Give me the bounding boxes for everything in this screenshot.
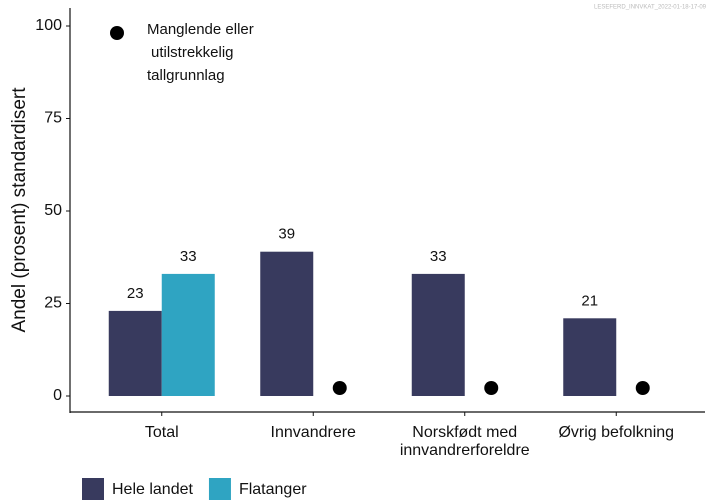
bar — [411, 273, 465, 396]
annotation: utilstrekkelig — [151, 44, 234, 61]
bar — [563, 318, 617, 396]
missing-legend-dot — [110, 26, 124, 40]
value-label: 23 — [127, 285, 144, 302]
x-tick-label: Innvandrere — [271, 424, 356, 441]
annotation: Manglende eller — [147, 21, 254, 38]
bar — [161, 273, 215, 396]
value-label: 21 — [581, 292, 598, 309]
value-label: 33 — [180, 248, 197, 265]
y-tick-label: 25 — [44, 295, 62, 312]
y-tick-label: 0 — [53, 387, 62, 404]
value-label: 39 — [278, 226, 295, 243]
x-tick-label: Øvrig befolkning — [558, 424, 674, 441]
y-tick-label: 100 — [35, 17, 62, 34]
legend-swatch — [82, 478, 104, 500]
missing-dot — [484, 381, 499, 395]
x-tick-label: Norskfødt med innvandrerforeldre — [400, 424, 530, 459]
missing-dot — [332, 381, 347, 395]
source: LESEFERD_INNVKAT_2022-01-18-17-09 — [594, 5, 707, 11]
bar — [260, 251, 314, 396]
y-tick-label: 50 — [44, 202, 62, 219]
annotation: tallgrunnlag — [147, 67, 225, 84]
legend-label: Flatanger — [239, 481, 307, 498]
legend-swatch — [208, 478, 231, 500]
x-tick-label: Total — [145, 424, 179, 441]
missing-dot — [635, 381, 650, 395]
y-tick-label: 75 — [44, 110, 62, 127]
legend-label: Hele landet — [112, 481, 194, 498]
value-label: 33 — [430, 248, 447, 265]
bar — [108, 310, 162, 396]
y-axis-label: Andel (prosent) standardisert — [9, 87, 30, 333]
